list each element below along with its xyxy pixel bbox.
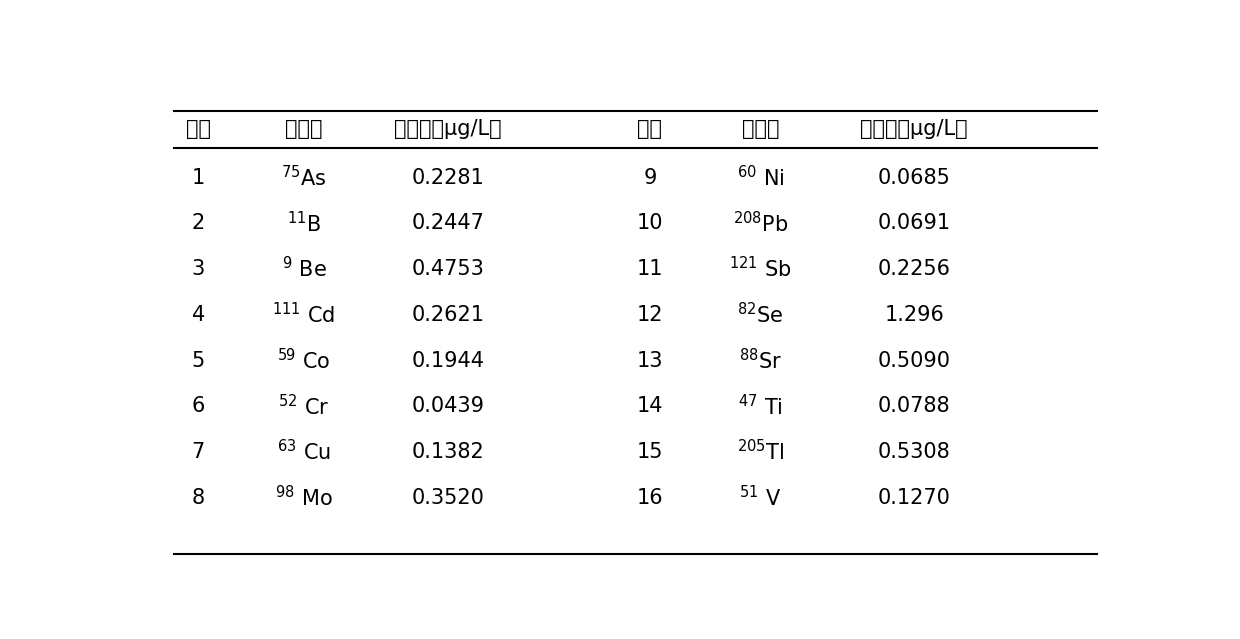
Text: 0.2621: 0.2621 [412, 305, 485, 325]
Text: 0.5090: 0.5090 [878, 351, 951, 371]
Text: 5: 5 [192, 351, 205, 371]
Text: 0.3520: 0.3520 [412, 488, 485, 508]
Text: 0.0439: 0.0439 [412, 396, 485, 417]
Text: 11: 11 [636, 259, 663, 279]
Text: $^{111}$ Cd: $^{111}$ Cd [273, 302, 336, 327]
Text: 16: 16 [636, 488, 663, 508]
Text: 同位素: 同位素 [285, 119, 322, 139]
Text: 9: 9 [644, 167, 657, 187]
Text: $^{9}$ Be: $^{9}$ Be [281, 256, 326, 282]
Text: 0.4753: 0.4753 [412, 259, 485, 279]
Text: $^{121}$ Sb: $^{121}$ Sb [729, 256, 792, 282]
Text: $^{63}$ Cu: $^{63}$ Cu [277, 440, 331, 465]
Text: 15: 15 [636, 442, 663, 462]
Text: 0.1382: 0.1382 [412, 442, 485, 462]
Text: $^{52}$ Cr: $^{52}$ Cr [278, 394, 330, 419]
Text: $^{75}$As: $^{75}$As [281, 165, 326, 190]
Text: $^{205}$Tl: $^{205}$Tl [737, 440, 784, 465]
Text: 13: 13 [636, 351, 663, 371]
Text: $^{88}$Sr: $^{88}$Sr [739, 348, 782, 373]
Text: $^{47}$ Ti: $^{47}$ Ti [738, 394, 782, 419]
Text: 0.0788: 0.0788 [878, 396, 951, 417]
Text: 6: 6 [191, 396, 205, 417]
Text: 1.296: 1.296 [884, 305, 944, 325]
Text: 同位素: 同位素 [742, 119, 779, 139]
Text: 1: 1 [192, 167, 205, 187]
Text: 0.2281: 0.2281 [412, 167, 485, 187]
Text: 0.1270: 0.1270 [878, 488, 951, 508]
Text: 检出限（μg/L）: 检出限（μg/L） [861, 119, 968, 139]
Text: $^{60}$ Ni: $^{60}$ Ni [737, 165, 784, 190]
Text: 4: 4 [192, 305, 205, 325]
Text: $^{11}$B: $^{11}$B [286, 211, 321, 236]
Text: 0.2447: 0.2447 [412, 213, 485, 233]
Text: 3: 3 [192, 259, 205, 279]
Text: 0.1944: 0.1944 [412, 351, 485, 371]
Text: 0.2256: 0.2256 [878, 259, 951, 279]
Text: 2: 2 [192, 213, 205, 233]
Text: 0.5308: 0.5308 [878, 442, 951, 462]
Text: 0.0691: 0.0691 [878, 213, 951, 233]
Text: $^{208}$Pb: $^{208}$Pb [733, 211, 789, 236]
Text: 7: 7 [192, 442, 205, 462]
Text: $^{51}$ V: $^{51}$ V [739, 485, 781, 511]
Text: $^{59}$ Co: $^{59}$ Co [278, 348, 331, 373]
Text: 序号: 序号 [637, 119, 662, 139]
Text: 14: 14 [636, 396, 663, 417]
Text: 12: 12 [636, 305, 663, 325]
Text: $^{98}$ Mo: $^{98}$ Mo [275, 485, 332, 511]
Text: 序号: 序号 [186, 119, 211, 139]
Text: 10: 10 [636, 213, 663, 233]
Text: 8: 8 [192, 488, 205, 508]
Text: 检出限（μg/L）: 检出限（μg/L） [394, 119, 502, 139]
Text: 0.0685: 0.0685 [878, 167, 951, 187]
Text: $^{82}$Se: $^{82}$Se [738, 302, 784, 327]
